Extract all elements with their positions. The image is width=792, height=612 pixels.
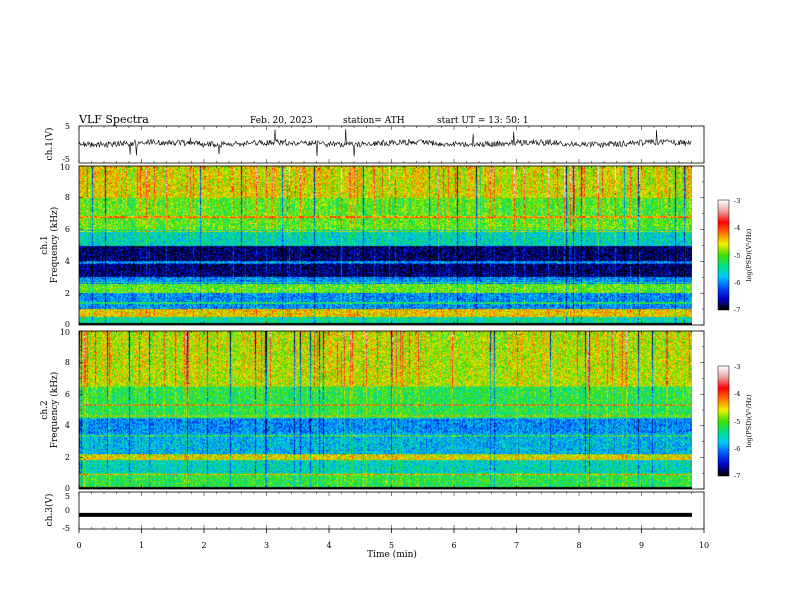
ch3-waveform-ylabel: ch.3(V) — [44, 494, 55, 527]
time-axis-label: Time (min) — [367, 549, 417, 560]
ch1-ytick-neg5: -5 — [62, 155, 70, 164]
ch1-spectrogram-ylabel-ch: ch.1 — [40, 235, 50, 254]
ch2-colorbar: -3 -4 -5 -6 -7 log(PSD)(V²/Hz) — [717, 363, 753, 480]
ch2-ytick-2: 2 — [65, 453, 70, 462]
ch1-ytick-10: 10 — [60, 163, 70, 172]
ch3-waveform-panel: 5 0 -5 ch.3(V) — [44, 491, 705, 533]
ch1-ytick-4: 4 — [65, 257, 70, 266]
ch1-colorbar: -3 -4 -5 -6 -7 log(PSD)(V²/Hz) — [717, 197, 753, 314]
ch2-cb-tick-6: -6 — [734, 445, 740, 453]
ch1-colorbar-label: log(PSD)(V²/Hz) — [745, 228, 753, 281]
ch2-spectrogram-ylabel-ch: ch.2 — [40, 400, 50, 419]
ch1-spectrogram-heatmap — [79, 166, 692, 325]
xtick-label: 4 — [326, 541, 331, 550]
ytick-marks — [79, 165, 704, 490]
ch1-cb-tick-4: -4 — [734, 224, 740, 232]
ch2-colorbar-gradient — [718, 366, 729, 476]
ch3-ytick-neg5: -5 — [62, 524, 70, 533]
ch1-spectrogram-panel: 0 2 4 6 8 10 ch.1 Frequency (kHz) — [40, 163, 705, 329]
ch2-colorbar-frame — [717, 365, 730, 477]
xtick-label: 5 — [389, 541, 394, 550]
ch1-colorbar-gradient — [718, 200, 729, 310]
time-axis: 0 1 2 3 4 5 6 7 8 9 10 — [76, 126, 709, 550]
ch3-waveform-frame — [78, 491, 705, 530]
ch1-waveform-frame — [78, 125, 705, 164]
xtick-label: 0 — [76, 541, 81, 550]
ch2-ytick-4: 4 — [65, 421, 70, 430]
xtick-label: 10 — [699, 541, 709, 550]
ch1-cb-tick-6: -6 — [734, 279, 740, 287]
xtick-label: 7 — [514, 541, 519, 550]
ch2-spectrogram-heatmap — [79, 331, 692, 489]
ch2-ytick-10: 10 — [60, 328, 70, 337]
ch2-cb-tick-4: -4 — [734, 390, 740, 398]
ch1-cb-tick-5: -5 — [734, 252, 740, 260]
station-label: station= ATH — [343, 116, 405, 126]
ch2-ytick-8: 8 — [65, 358, 70, 367]
ch1-waveform-panel: 5 -5 ch.1(V) — [44, 122, 705, 164]
ch1-waveform-line — [78, 129, 692, 157]
ch2-spectrogram-ylabel-freq: Frequency (kHz) — [49, 372, 60, 449]
xtick-label: 3 — [264, 541, 269, 550]
xtick-label: 9 — [639, 541, 644, 550]
ch1-ytick-2: 2 — [65, 289, 70, 298]
ch1-ytick-6: 6 — [65, 225, 70, 234]
ch2-spectrogram-panel: 0 2 4 6 8 10 ch.2 Frequency (kHz) — [40, 328, 705, 493]
ch2-cb-tick-5: -5 — [734, 418, 740, 426]
ch2-ytick-0: 0 — [65, 484, 70, 493]
xtick-label: 2 — [201, 541, 206, 550]
ch1-ytick-8: 8 — [65, 193, 70, 202]
figure-title: VLF Spectra — [78, 113, 149, 126]
xtick-label: 1 — [139, 541, 144, 550]
xtick-label: 8 — [576, 541, 581, 550]
ch1-colorbar-frame — [717, 199, 730, 311]
ch1-cb-tick-7: -7 — [734, 306, 740, 314]
start-time-label: start UT = 13: 50: 1 — [437, 116, 529, 126]
date-label: Feb. 20, 2023 — [250, 116, 313, 126]
ch1-spectrogram-ylabel-freq: Frequency (kHz) — [49, 207, 60, 284]
ch2-cb-tick-7: -7 — [734, 472, 740, 480]
ch1-waveform-ylabel: ch.1(V) — [44, 128, 55, 161]
ch2-cb-tick-3: -3 — [734, 363, 740, 371]
ch2-colorbar-label: log(PSD)(V²/Hz) — [745, 394, 753, 447]
ch1-ytick-0: 0 — [65, 320, 70, 329]
ch3-ytick-0: 0 — [65, 506, 70, 515]
ch1-cb-tick-3: -3 — [734, 197, 740, 205]
ch3-ytick-5: 5 — [65, 492, 70, 501]
xtick-label: 6 — [451, 541, 456, 550]
ch1-ytick-5: 5 — [65, 122, 70, 131]
ch2-ytick-6: 6 — [65, 390, 70, 399]
